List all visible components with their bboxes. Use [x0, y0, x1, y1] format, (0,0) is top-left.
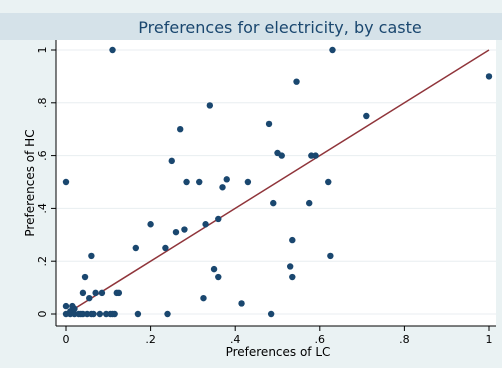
x-tick-label: 1: [486, 333, 493, 346]
scatter-point: [202, 221, 209, 228]
scatter-point: [147, 221, 154, 228]
scatter-point: [270, 199, 277, 207]
chart-title: Preferences for electricity, by caste: [138, 18, 421, 37]
title-band: [0, 13, 502, 40]
diagonal-line: [65, 49, 490, 315]
scatter-point: [132, 244, 139, 252]
scatter-point: [71, 305, 78, 312]
scatter-point: [164, 310, 171, 318]
scatter-point: [278, 152, 285, 159]
scatter-point: [286, 263, 294, 270]
scatter-point: [485, 73, 493, 80]
scatter-point: [210, 265, 218, 273]
scatter-point: [172, 228, 180, 236]
scatter-point: [162, 244, 169, 252]
scatter-point: [238, 300, 245, 307]
y-tick-label: 1: [36, 47, 49, 54]
scatter-point: [223, 176, 230, 183]
scatter-point: [363, 112, 370, 120]
scatter-point: [293, 78, 300, 85]
scatter-point: [206, 102, 214, 109]
y-tick-label: .2: [36, 256, 49, 267]
grid-layer: [56, 49, 496, 315]
y-tick-label: .6: [36, 150, 49, 161]
x-tick-label: .8: [399, 333, 410, 346]
scatter-point: [312, 152, 319, 159]
scatter-point: [181, 226, 188, 233]
x-tick-label: .2: [145, 333, 156, 346]
x-tick-label: .6: [315, 333, 326, 346]
scatter-point: [325, 178, 332, 186]
x-tick-label: 0: [63, 333, 70, 346]
points-layer: [62, 46, 493, 318]
scatter-point: [98, 289, 106, 297]
scatter-point: [289, 236, 296, 244]
scatter-point: [88, 252, 95, 260]
y-tick-label: 0: [36, 311, 49, 318]
y-tick-label: .4: [36, 203, 49, 214]
scatter-point: [177, 126, 184, 133]
scatter-point: [196, 178, 203, 186]
scatter-point: [168, 157, 175, 165]
y-axis-title: Preferences of HC: [23, 129, 37, 236]
scatter-point: [327, 252, 334, 260]
scatter-point: [289, 273, 296, 281]
scatter-point: [134, 310, 142, 318]
fit-line-layer: [65, 49, 490, 315]
scatter-point: [115, 289, 123, 297]
x-tick-label: .4: [230, 333, 241, 346]
scatter-point: [244, 178, 252, 186]
scatter-point: [200, 294, 207, 302]
scatter-point: [329, 46, 336, 54]
scatter-point: [111, 310, 118, 318]
scatter-point: [92, 289, 99, 297]
scatter-point: [90, 310, 97, 318]
scatter-point: [265, 120, 273, 128]
axes-layer: 0 .2 .4 .6 .8 1 0 .2 .4 .6 .8 1: [36, 40, 496, 346]
scatter-point: [96, 310, 104, 318]
scatter-point: [62, 302, 70, 310]
scatter-point: [81, 273, 89, 281]
scatter-point: [306, 199, 313, 207]
scatter-point: [215, 273, 222, 281]
scatter-point: [215, 215, 222, 223]
scatter-point: [183, 178, 190, 186]
y-tick-label: .8: [36, 98, 49, 109]
scatter-point: [267, 310, 275, 318]
scatter-point: [86, 294, 93, 302]
scatter-point: [219, 184, 226, 191]
scatter-point: [62, 178, 70, 186]
scatter-point: [79, 289, 87, 297]
scatter-point: [109, 46, 116, 54]
x-axis-title: Preferences of LC: [226, 345, 331, 359]
